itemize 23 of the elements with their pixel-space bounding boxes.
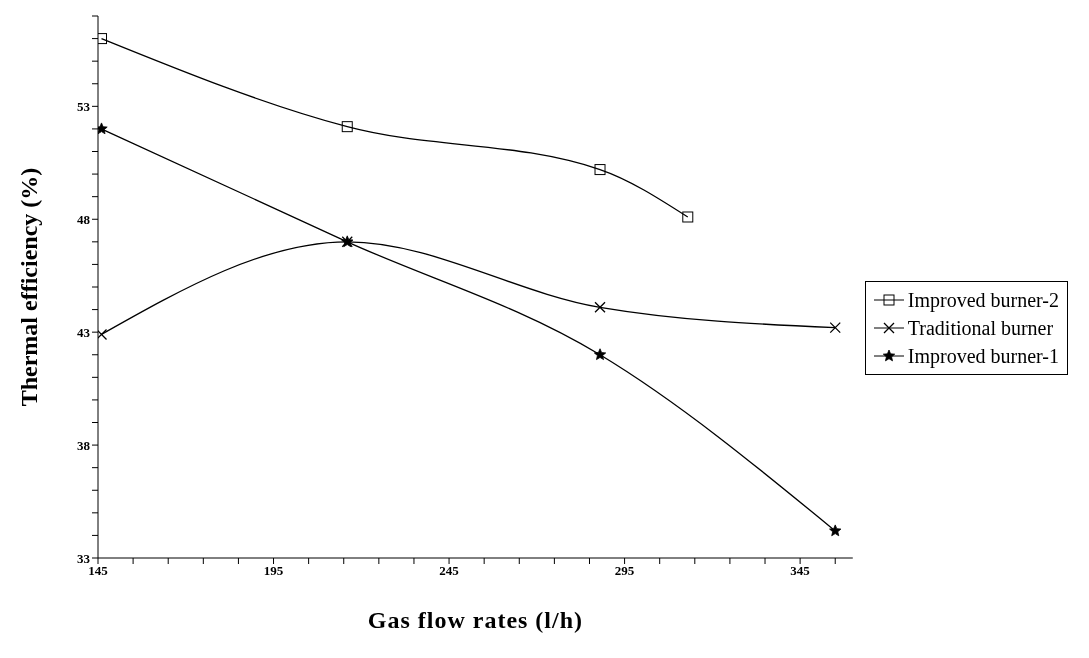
point <box>594 301 606 313</box>
legend-label: Traditional burner <box>907 316 1054 341</box>
legend-label: Improved burner-2 <box>907 288 1059 314</box>
x-tick-label: 295 <box>614 563 635 579</box>
legend-label: Improved burner-1 <box>907 344 1059 370</box>
y-tick-label: 33 <box>77 550 91 566</box>
point <box>593 348 607 360</box>
y-tick-label: 48 <box>77 211 91 227</box>
point <box>594 164 606 176</box>
x-tick-label: 145 <box>88 563 109 579</box>
y-tick-label: 53 <box>77 98 91 114</box>
x-tick-label: 195 <box>263 563 284 579</box>
y-tick-label: 43 <box>77 324 91 340</box>
point <box>341 121 353 133</box>
point <box>829 524 842 537</box>
y-axis-title: Thermal efficiency (%) <box>15 167 42 407</box>
x-tick-label: 245 <box>439 563 460 579</box>
x-axis-title: Gas flow rates (l/h) <box>367 607 584 633</box>
point <box>829 322 841 334</box>
y-tick-label: 38 <box>77 437 91 453</box>
point <box>682 211 694 223</box>
x-tick-label: 345 <box>790 563 811 579</box>
point <box>98 33 108 45</box>
